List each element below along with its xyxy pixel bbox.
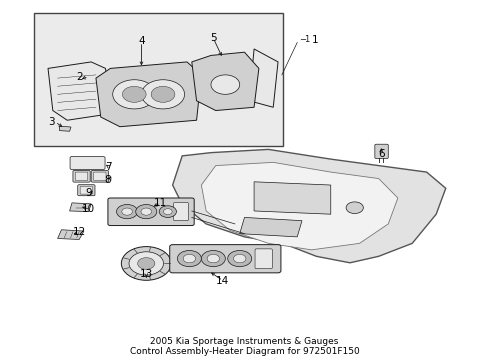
- FancyBboxPatch shape: [70, 157, 105, 170]
- Polygon shape: [96, 62, 201, 127]
- Circle shape: [201, 251, 225, 267]
- Circle shape: [227, 251, 251, 267]
- Polygon shape: [172, 149, 445, 263]
- FancyBboxPatch shape: [78, 185, 95, 196]
- Circle shape: [177, 251, 201, 267]
- Circle shape: [122, 208, 132, 215]
- Text: 13: 13: [140, 269, 153, 279]
- Polygon shape: [191, 52, 258, 111]
- Text: 4: 4: [138, 36, 144, 46]
- Circle shape: [122, 86, 146, 102]
- FancyBboxPatch shape: [93, 172, 106, 180]
- Text: 11: 11: [154, 198, 167, 208]
- Circle shape: [183, 255, 195, 263]
- Polygon shape: [48, 62, 110, 120]
- Text: 12: 12: [72, 227, 85, 237]
- Text: 8: 8: [104, 175, 111, 185]
- Polygon shape: [249, 49, 278, 107]
- Polygon shape: [239, 217, 302, 237]
- Text: 1: 1: [311, 35, 318, 45]
- Text: ─1: ─1: [299, 35, 309, 44]
- Circle shape: [163, 209, 172, 215]
- Text: 9: 9: [85, 188, 92, 198]
- Text: 5: 5: [210, 33, 216, 42]
- Circle shape: [210, 75, 239, 94]
- Circle shape: [141, 208, 151, 215]
- Polygon shape: [254, 182, 330, 214]
- Text: 2: 2: [76, 72, 82, 81]
- Circle shape: [121, 247, 171, 280]
- FancyBboxPatch shape: [91, 171, 108, 182]
- Text: 6: 6: [377, 149, 384, 159]
- Circle shape: [159, 206, 176, 217]
- Text: 7: 7: [104, 162, 111, 172]
- Circle shape: [151, 86, 175, 102]
- Circle shape: [136, 204, 157, 219]
- Polygon shape: [69, 203, 91, 212]
- FancyBboxPatch shape: [173, 203, 188, 221]
- FancyBboxPatch shape: [374, 144, 387, 158]
- FancyBboxPatch shape: [108, 198, 194, 225]
- FancyBboxPatch shape: [73, 171, 90, 182]
- Circle shape: [129, 252, 163, 275]
- FancyBboxPatch shape: [80, 186, 92, 194]
- Circle shape: [116, 204, 137, 219]
- Circle shape: [233, 255, 245, 263]
- FancyBboxPatch shape: [169, 245, 280, 273]
- Polygon shape: [201, 162, 397, 250]
- Circle shape: [141, 80, 184, 109]
- FancyBboxPatch shape: [75, 172, 88, 180]
- Circle shape: [207, 255, 219, 263]
- Text: 14: 14: [216, 276, 229, 285]
- Text: 2005 Kia Sportage Instruments & Gauges
Control Assembly-Heater Diagram for 97250: 2005 Kia Sportage Instruments & Gauges C…: [129, 337, 359, 356]
- Bar: [34, 13, 282, 146]
- Circle shape: [112, 80, 156, 109]
- FancyBboxPatch shape: [255, 249, 272, 269]
- Text: 10: 10: [82, 204, 95, 214]
- Text: 3: 3: [48, 117, 55, 127]
- Polygon shape: [60, 126, 71, 131]
- Circle shape: [346, 202, 363, 213]
- Polygon shape: [58, 230, 84, 239]
- Circle shape: [137, 258, 155, 269]
